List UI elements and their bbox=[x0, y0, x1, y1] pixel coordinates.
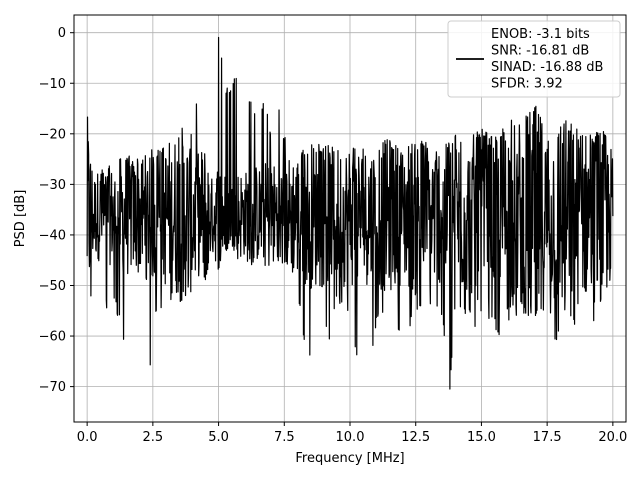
y-tick-label: −40 bbox=[39, 228, 66, 243]
x-tick-label: 0.0 bbox=[77, 430, 98, 445]
legend-entry-line: SNR: -16.81 dB bbox=[491, 44, 589, 59]
x-tick-label: 2.5 bbox=[143, 430, 164, 445]
y-axis-ticks: 0 −10 −20 −30 −40 −50 −60 −70 bbox=[39, 26, 74, 395]
x-tick-label: 5.0 bbox=[208, 430, 229, 445]
x-tick-label: 12.5 bbox=[401, 430, 430, 445]
y-tick-label: −50 bbox=[39, 279, 66, 294]
y-tick-label: −70 bbox=[39, 380, 66, 395]
psd-line bbox=[86, 36, 614, 390]
psd-series bbox=[86, 36, 614, 390]
x-axis-label: Frequency [MHz] bbox=[295, 451, 404, 466]
legend-entry-line: SFDR: 3.92 bbox=[491, 77, 563, 92]
legend-box bbox=[447, 20, 621, 98]
y-tick-label: −30 bbox=[39, 178, 66, 193]
x-tick-label: 15.0 bbox=[467, 430, 496, 445]
y-axis-label: PSD [dB] bbox=[13, 190, 28, 248]
y-tick-label: −20 bbox=[39, 127, 66, 142]
legend-entry-line: ENOB: -3.1 bits bbox=[491, 27, 590, 42]
x-tick-label: 17.5 bbox=[533, 430, 562, 445]
y-tick-label: −60 bbox=[39, 330, 66, 345]
x-tick-label: 10.0 bbox=[336, 430, 365, 445]
legend-entry-line: SINAD: -16.88 dB bbox=[491, 60, 603, 75]
y-tick-label: 0 bbox=[58, 26, 66, 41]
x-tick-label: 7.5 bbox=[274, 430, 295, 445]
x-axis-ticks: 0.0 2.5 5.0 7.5 10.0 12.5 15.0 17.5 20.0 bbox=[77, 422, 627, 445]
y-tick-label: −10 bbox=[39, 77, 66, 92]
x-tick-label: 20.0 bbox=[598, 430, 627, 445]
